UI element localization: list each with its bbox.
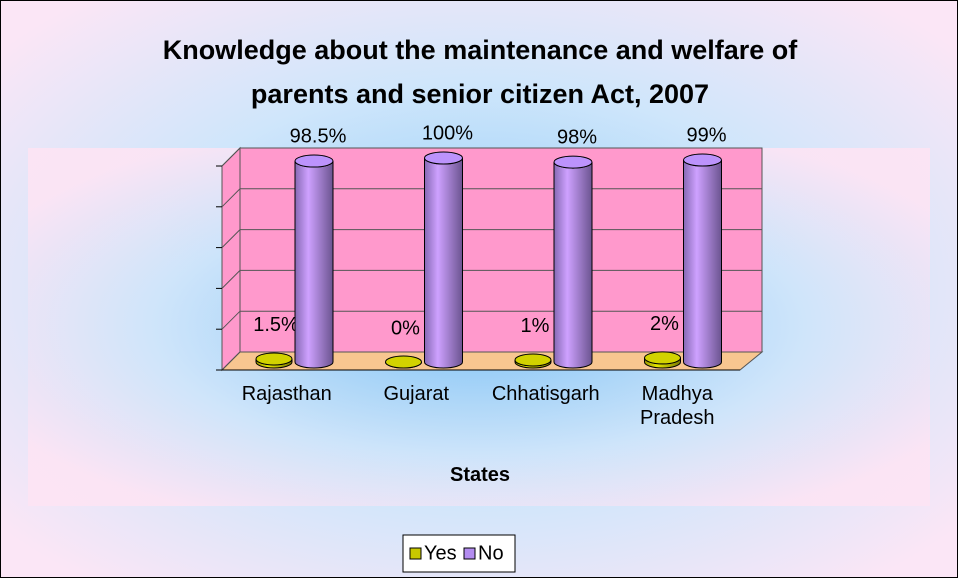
value-label: 0% xyxy=(391,317,420,339)
legend-swatch xyxy=(463,547,476,560)
bar-top xyxy=(553,155,593,169)
bar-top xyxy=(683,153,722,167)
legend-label: No xyxy=(478,542,504,564)
side-wall xyxy=(221,146,241,372)
bar-top xyxy=(514,353,552,367)
x-tick-label: Rajasthan xyxy=(241,383,332,405)
bar xyxy=(683,159,722,369)
bar xyxy=(553,161,593,369)
x-tick-label: Chhatisgarh xyxy=(491,383,600,405)
bar xyxy=(424,157,463,369)
legend-swatch xyxy=(409,547,422,560)
legend-box xyxy=(402,534,516,573)
bar-top xyxy=(385,355,422,369)
x-axis-label: States xyxy=(449,464,511,486)
grid-line xyxy=(221,147,762,167)
value-label: 1.5% xyxy=(253,314,299,336)
bar-top xyxy=(644,351,681,365)
legend-label: Yes xyxy=(424,542,457,564)
bar-top xyxy=(294,154,334,168)
x-tick-label: Gujarat xyxy=(383,383,450,405)
value-label: 98.5% xyxy=(290,125,347,147)
value-label: 98% xyxy=(557,126,597,148)
value-label: 2% xyxy=(650,313,679,335)
value-label: 99% xyxy=(686,124,726,146)
bar-top xyxy=(255,352,293,366)
bar xyxy=(294,160,334,369)
value-label: 1% xyxy=(521,315,550,337)
value-label: 100% xyxy=(422,122,473,144)
chart-title: Knowledge about the maintenance and welf… xyxy=(162,35,798,109)
x-tick-label: Madhya Pradesh xyxy=(640,383,715,429)
bar-top xyxy=(424,151,463,165)
